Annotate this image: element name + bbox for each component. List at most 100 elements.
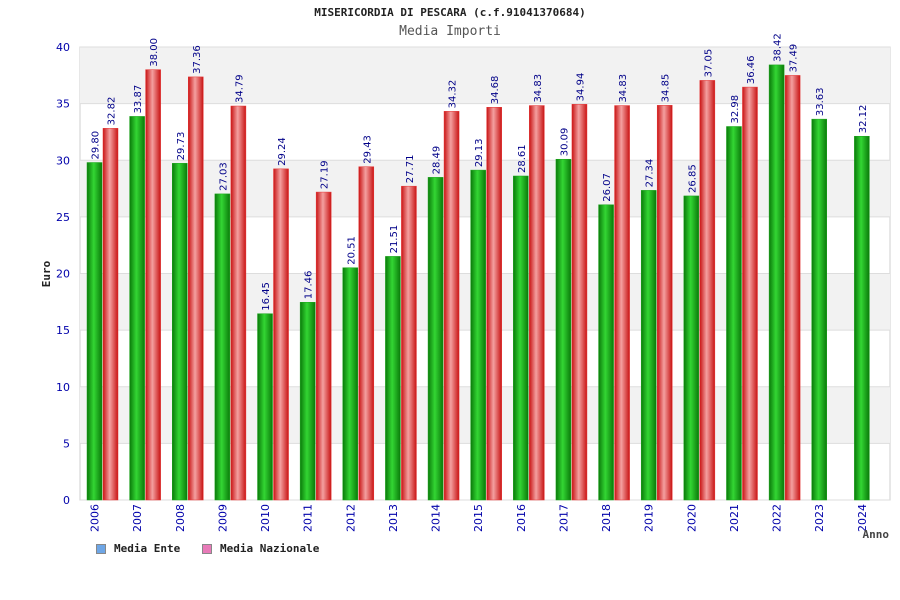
- data-label-media-nazionale: 34.83: [533, 74, 544, 103]
- y-tick-label: 25: [56, 211, 70, 224]
- y-tick-label: 15: [56, 324, 70, 337]
- data-label-media-ente: 17.46: [304, 271, 315, 300]
- bar-media-ente: [513, 175, 529, 501]
- data-label-media-ente: 20.51: [346, 236, 357, 265]
- x-axis-label: Anno: [863, 528, 890, 541]
- y-tick-label: 30: [56, 154, 70, 167]
- x-tick-label: 2017: [557, 504, 570, 532]
- bar-media-nazionale: [188, 76, 204, 501]
- data-label-media-nazionale: 27.71: [405, 155, 416, 184]
- data-label-media-ente: 32.12: [858, 105, 869, 134]
- data-label-media-ente: 33.63: [815, 87, 826, 116]
- bar-media-nazionale: [614, 105, 630, 501]
- data-label-media-nazionale: 37.49: [789, 44, 800, 73]
- data-label-media-nazionale: 32.82: [107, 97, 118, 126]
- data-label-media-nazionale: 36.46: [746, 55, 757, 84]
- data-label-media-ente: 38.42: [773, 33, 784, 62]
- chart-subtitle: Media Importi: [399, 24, 501, 39]
- bar-media-nazionale: [102, 128, 119, 501]
- data-label-media-ente: 26.07: [602, 173, 613, 202]
- x-tick-label: 2013: [387, 504, 400, 532]
- bar-media-ente: [214, 193, 231, 501]
- data-label-media-nazionale: 34.83: [618, 74, 629, 103]
- bar-media-nazionale: [486, 106, 502, 501]
- y-axis-label: Euro: [40, 260, 53, 287]
- legend-item-ente: Media Ente: [96, 542, 180, 555]
- bar-media-ente: [854, 135, 870, 501]
- data-label-media-ente: 27.03: [218, 162, 229, 191]
- bar-media-ente: [726, 126, 742, 501]
- bar-media-ente: [811, 118, 827, 501]
- x-tick-label: 2011: [302, 504, 315, 532]
- x-tick-label: 2023: [813, 504, 826, 532]
- bar-media-nazionale: [656, 105, 673, 501]
- legend-label-nazionale: Media Nazionale: [220, 542, 320, 555]
- bar-media-nazionale: [699, 80, 716, 501]
- bar-media-ente: [640, 190, 657, 501]
- data-label-media-nazionale: 34.85: [661, 74, 672, 103]
- bar-media-ente: [172, 163, 188, 501]
- data-label-media-nazionale: 34.68: [490, 76, 501, 105]
- y-tick-label: 10: [56, 381, 70, 394]
- bar-media-ente: [257, 313, 273, 501]
- x-tick-label: 2018: [600, 504, 613, 532]
- bar-media-nazionale: [401, 185, 417, 501]
- legend-label-ente: Media Ente: [114, 542, 181, 555]
- data-label-media-ente: 29.13: [474, 138, 485, 167]
- data-label-media-ente: 27.34: [645, 159, 656, 188]
- x-tick-label: 2016: [515, 504, 528, 532]
- data-label-media-ente: 32.98: [730, 95, 741, 124]
- data-label-media-ente: 29.73: [176, 132, 187, 161]
- data-label-media-ente: 26.85: [687, 164, 698, 193]
- bar-media-ente: [470, 169, 486, 501]
- x-tick-label: 2006: [89, 504, 102, 532]
- y-tick-label: 5: [63, 437, 70, 450]
- data-label-media-nazionale: 27.19: [320, 160, 331, 189]
- bar-media-ente: [427, 177, 444, 501]
- bar-media-nazionale: [742, 86, 758, 501]
- data-label-media-nazionale: 29.24: [277, 137, 288, 166]
- data-label-media-nazionale: 34.32: [448, 80, 459, 109]
- bar-media-ente: [683, 195, 700, 501]
- y-tick-label: 0: [63, 494, 70, 507]
- data-label-media-nazionale: 37.36: [192, 45, 203, 74]
- bar-media-ente: [129, 116, 145, 501]
- x-tick-label: 2014: [430, 504, 443, 532]
- x-tick-label: 2021: [728, 504, 741, 532]
- data-label-media-nazionale: 34.79: [234, 74, 245, 103]
- bar-media-ente: [598, 204, 614, 501]
- y-tick-label: 20: [56, 268, 70, 281]
- data-label-media-ente: 21.51: [389, 225, 400, 254]
- bar-media-nazionale: [571, 104, 588, 501]
- bar-media-nazionale: [273, 168, 289, 501]
- data-label-media-nazionale: 29.43: [362, 135, 373, 164]
- data-label-media-ente: 16.45: [261, 282, 272, 311]
- y-tick-label: 35: [56, 98, 70, 111]
- data-label-media-nazionale: 38.00: [149, 38, 160, 67]
- x-tick-label: 2009: [216, 504, 229, 532]
- x-tick-label: 2019: [643, 504, 656, 532]
- data-label-media-nazionale: 34.94: [575, 73, 586, 102]
- x-tick-label: 2008: [174, 504, 187, 532]
- x-tick-label: 2007: [131, 504, 144, 532]
- x-tick-label: 2024: [856, 504, 869, 532]
- bar-media-ente: [385, 256, 401, 501]
- bar-media-nazionale: [358, 166, 375, 501]
- bar-media-ente: [342, 267, 359, 501]
- data-label-media-nazionale: 37.05: [703, 49, 714, 78]
- data-label-media-ente: 28.61: [517, 144, 528, 173]
- x-tick-label: 2020: [685, 504, 698, 532]
- bar-media-nazionale: [443, 111, 460, 501]
- legend-item-nazionale: Media Nazionale: [202, 542, 319, 555]
- y-tick-label: 40: [56, 41, 70, 54]
- bar-media-nazionale: [315, 191, 332, 501]
- bar-media-nazionale: [145, 69, 161, 501]
- bar-media-ente: [768, 64, 785, 501]
- x-tick-label: 2010: [259, 504, 272, 532]
- bar-media-ente: [299, 302, 316, 501]
- bar-media-nazionale: [230, 105, 247, 501]
- bar-media-nazionale: [529, 105, 545, 501]
- bar-media-ente: [86, 162, 103, 501]
- data-label-media-ente: 30.09: [559, 128, 570, 157]
